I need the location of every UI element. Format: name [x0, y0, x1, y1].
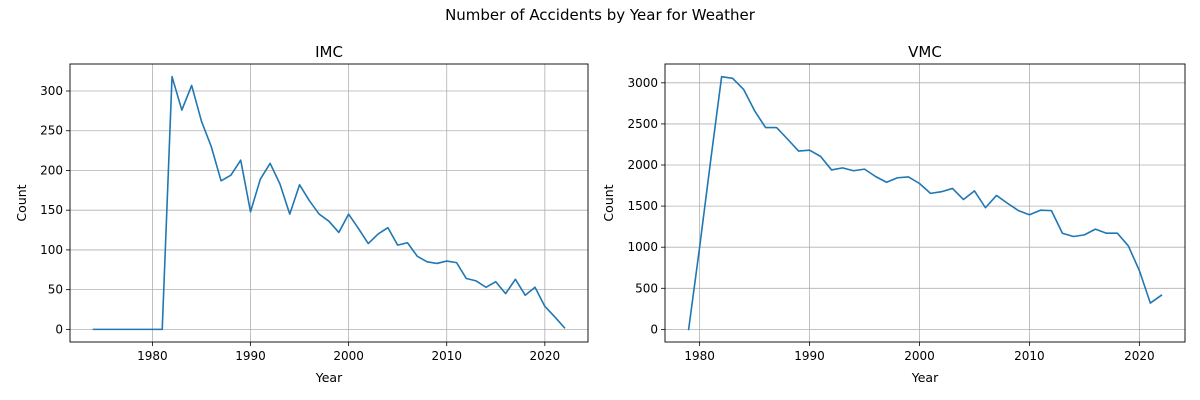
- imc-ylabel: Count: [14, 184, 29, 221]
- imc-xtick-label-1990: 1990: [235, 349, 266, 363]
- vmc-ytick-label-1500: 1500: [627, 199, 658, 213]
- vmc-xtick-label-2020: 2020: [1124, 349, 1155, 363]
- vmc-ylabel: Count: [601, 184, 616, 221]
- vmc-series-line: [687, 75, 1163, 331]
- imc-ytick-label-250: 250: [40, 124, 63, 138]
- imc-series-line: [92, 75, 566, 331]
- vmc-axes-frame: [664, 63, 1186, 343]
- vmc-ytick-label-0: 0: [650, 322, 658, 336]
- vmc-xtick-label-1990: 1990: [794, 349, 825, 363]
- vmc-ytick-label-2500: 2500: [627, 117, 658, 131]
- imc-axes: 1980 1990 2000 2010 2020 0 50 100 150 200 250 300 IM…: [14, 43, 589, 385]
- figure-suptitle: Number of Accidents by Year for Weather: [445, 6, 756, 24]
- imc-xtick-label-2020: 2020: [530, 349, 561, 363]
- imc-xtick-label-2010: 2010: [431, 349, 462, 363]
- vmc-axes: 1980 1990 2000 2010 2020 0 500 1000 1500 2000 2500…: [601, 43, 1186, 385]
- imc-axes-title: IMC: [315, 43, 343, 61]
- vmc-xtick-label-1980: 1980: [684, 349, 715, 363]
- vmc-axes-title: VMC: [908, 43, 942, 61]
- imc-xlabel: Year: [315, 370, 343, 385]
- imc-xtick-label-1980: 1980: [137, 349, 168, 363]
- imc-ytick-label-150: 150: [40, 203, 63, 217]
- imc-ytick-label-100: 100: [40, 243, 63, 257]
- imc-xtick-label-2000: 2000: [333, 349, 364, 363]
- imc-ytick-label-0: 0: [55, 322, 63, 336]
- vmc-xtick-label-2000: 2000: [904, 349, 935, 363]
- vmc-ytick-label-2000: 2000: [627, 158, 658, 172]
- imc-ytick-label-50: 50: [48, 283, 63, 297]
- imc-ytick-label-300: 300: [40, 84, 63, 98]
- vmc-xtick-label-2010: 2010: [1014, 349, 1045, 363]
- vmc-ytick-label-500: 500: [635, 281, 658, 295]
- vmc-ytick-label-1000: 1000: [627, 240, 658, 254]
- vmc-xlabel: Year: [911, 370, 939, 385]
- imc-axes-frame: [69, 63, 589, 343]
- vmc-ytick-label-3000: 3000: [627, 76, 658, 90]
- imc-ytick-label-200: 200: [40, 163, 63, 177]
